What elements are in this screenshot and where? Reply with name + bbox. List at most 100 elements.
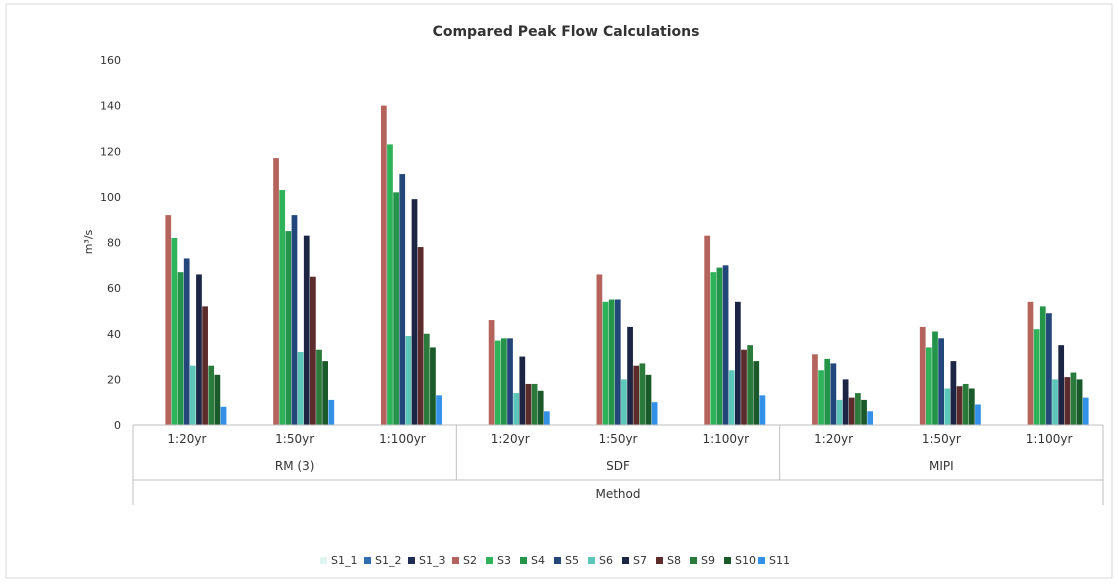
legend: S1_1 S1_2 S1_3 S2 S3 S4 S5 S6 S7 S8 S9 S10 S11: [320, 554, 790, 567]
bar-s8: [202, 306, 208, 425]
bar-s10: [968, 388, 975, 425]
bar-s9: [208, 365, 215, 425]
bar-s5: [183, 258, 190, 425]
legend-label: S5: [565, 554, 579, 567]
legend-swatch: [758, 557, 765, 564]
bar-s8: [310, 276, 316, 425]
legend-label: S1_2: [375, 554, 401, 567]
bar-s7: [303, 235, 310, 425]
legend-swatch: [656, 557, 663, 564]
y-tick-label: 120: [100, 145, 121, 158]
bar-s9: [423, 333, 430, 425]
x-group-label: MIPI: [929, 459, 954, 473]
bars: [165, 105, 1089, 425]
y-tick-label: 0: [114, 419, 121, 432]
bar-s11: [436, 395, 442, 425]
bar-s7: [842, 379, 849, 425]
bar-s9: [1070, 372, 1077, 425]
legend-label: S6: [599, 554, 613, 567]
bar-s10: [537, 390, 544, 425]
bar-s11: [759, 395, 766, 425]
bar-s5: [291, 215, 298, 425]
bar-s3: [818, 370, 824, 425]
bar-s11: [651, 402, 658, 425]
bar-s6: [513, 393, 520, 425]
legend-label: S4: [531, 554, 545, 567]
bar-s6: [728, 370, 735, 425]
bar-s7: [519, 356, 526, 425]
y-tick-label: 40: [107, 328, 121, 341]
x-tick-label: 1:100yr: [702, 432, 749, 446]
bar-s2: [273, 158, 279, 425]
legend-swatch: [724, 557, 731, 564]
chart-title: Compared Peak Flow Calculations: [433, 24, 700, 40]
legend-swatch: [554, 557, 561, 564]
bar-s8: [848, 397, 855, 425]
y-tick-label: 140: [100, 100, 121, 113]
legend-swatch: [486, 557, 493, 564]
bar-s9: [639, 363, 646, 425]
bar-s4: [824, 358, 831, 425]
bar-s6: [1052, 379, 1058, 425]
bar-s4: [501, 338, 507, 425]
bar-s9: [962, 383, 969, 425]
bar-s7: [411, 199, 418, 425]
y-axis-ticks: 0 20 40 60 80 100 120 140 160: [100, 54, 121, 432]
bar-s6: [944, 388, 951, 425]
bar-s2: [165, 215, 172, 425]
bar-s11: [220, 406, 227, 425]
x-axis-label: Method: [595, 487, 640, 501]
bar-s8: [525, 383, 532, 425]
x-tick-label: 1:20yr: [491, 432, 530, 446]
bar-s11: [1082, 397, 1089, 425]
legend-label: S1_1: [331, 554, 357, 567]
x-tick-label: 1:20yr: [814, 432, 853, 446]
x-tick-label: 1:50yr: [922, 432, 961, 446]
bar-s2: [919, 326, 926, 425]
legend-label: S9: [701, 554, 715, 567]
bar-s11: [543, 411, 550, 425]
legend-swatch: [588, 557, 595, 564]
bar-s5: [830, 363, 837, 425]
bar-s9: [747, 345, 753, 425]
x-tick-label: 1:100yr: [379, 432, 426, 446]
bar-s8: [1064, 377, 1071, 425]
x-tick-label: 1:20yr: [167, 432, 206, 446]
bar-s4: [932, 331, 938, 425]
bar-s2: [488, 320, 495, 425]
y-tick-label: 100: [100, 191, 121, 204]
legend-swatch: [622, 557, 629, 564]
bar-s4: [393, 192, 399, 425]
bar-s3: [1033, 329, 1040, 425]
legend-swatch: [520, 557, 527, 564]
y-tick-label: 80: [107, 237, 121, 250]
bar-s7: [627, 326, 633, 425]
bar-s3: [279, 190, 286, 425]
bar-s6: [621, 379, 627, 425]
x-tick-label: 1:50yr: [275, 432, 314, 446]
bar-s3: [925, 347, 932, 425]
legend-swatch: [408, 557, 415, 564]
bar-s2: [704, 235, 711, 425]
bar-s9: [531, 383, 538, 425]
bar-s2: [596, 274, 603, 425]
y-tick-label: 60: [107, 282, 121, 295]
bar-s7: [950, 361, 957, 425]
bar-s10: [861, 399, 867, 425]
bar-s4: [716, 267, 723, 425]
legend-swatch: [690, 557, 697, 564]
bar-s4: [608, 299, 615, 425]
bar-s6: [297, 352, 304, 425]
bar-s3: [387, 144, 393, 425]
bar-s4: [177, 272, 184, 425]
bar-s10: [753, 361, 760, 425]
bar-s11: [975, 404, 981, 425]
bar-s4: [285, 231, 292, 425]
legend-label: S1_3: [419, 554, 445, 567]
bar-s7: [734, 301, 741, 425]
bar-s2: [812, 354, 818, 425]
bar-s8: [741, 349, 747, 425]
bar-s6: [189, 365, 196, 425]
